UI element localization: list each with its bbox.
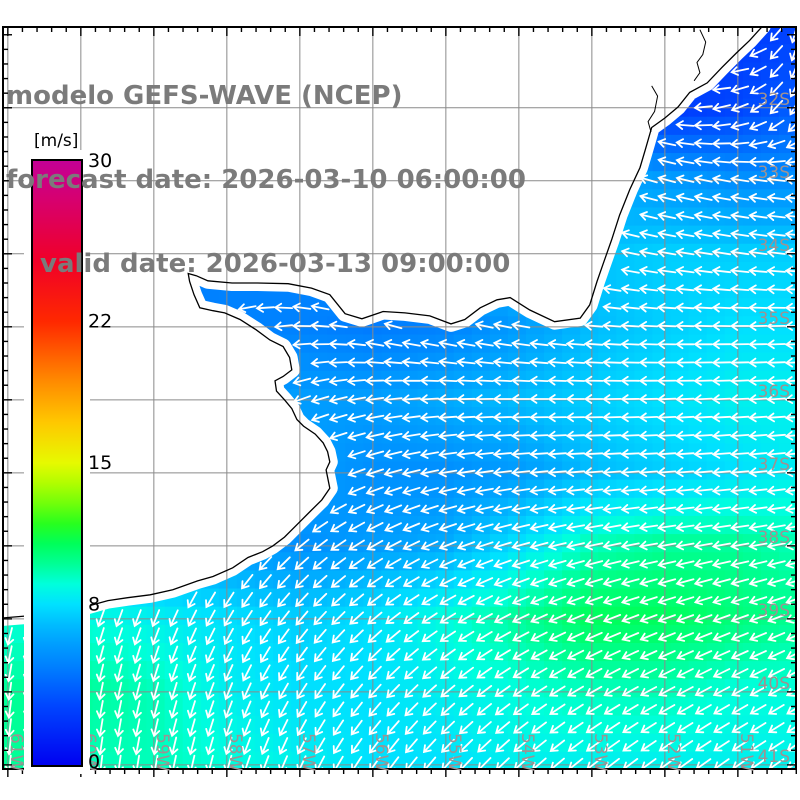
lagoon-outline — [693, 29, 707, 82]
latitude-labels: 32S 33S 34S 35S 36S 37S 38S 39S 40S 41S — [758, 90, 790, 767]
svg-text:54W: 54W — [517, 733, 537, 772]
svg-text:36S: 36S — [758, 382, 790, 402]
svg-text:56W: 56W — [371, 733, 391, 772]
svg-text:52W: 52W — [663, 733, 683, 772]
svg-text:30: 30 — [88, 150, 112, 172]
svg-text:59W: 59W — [152, 733, 172, 772]
svg-text:39S: 39S — [758, 601, 790, 621]
svg-text:8: 8 — [88, 593, 100, 615]
svg-text:58W: 58W — [225, 733, 245, 772]
svg-text:32S: 32S — [758, 90, 790, 110]
svg-text:53W: 53W — [590, 733, 610, 772]
colorbar-gradient — [31, 159, 83, 767]
svg-text:41S: 41S — [758, 747, 790, 767]
svg-text:22: 22 — [88, 311, 112, 333]
colorbar-tick-labels: 30 22 15 8 0 — [88, 150, 112, 773]
svg-text:51W: 51W — [736, 733, 756, 772]
svg-text:0: 0 — [88, 751, 100, 773]
map-frame — [2, 26, 797, 770]
svg-text:38S: 38S — [758, 528, 790, 548]
colorbar-unit: [m/s] — [34, 131, 78, 151]
svg-text:55W: 55W — [444, 733, 464, 772]
svg-text:15: 15 — [88, 452, 112, 474]
svg-text:33S: 33S — [758, 163, 790, 183]
svg-text:37S: 37S — [758, 455, 790, 475]
longitude-labels: 61W60W59W58W57W56W55W54W53W52W51W — [6, 733, 756, 772]
coastline — [2, 26, 764, 619]
svg-text:35S: 35S — [758, 309, 790, 329]
map-layers — [2, 26, 797, 770]
svg-text:57W: 57W — [298, 733, 318, 772]
svg-text:40S: 40S — [758, 674, 790, 694]
svg-text:34S: 34S — [758, 236, 790, 256]
colorbar: 30 22 15 8 0 [m/s] — [24, 131, 112, 774]
frame-ticks — [3, 27, 797, 777]
svg-text:61W: 61W — [6, 733, 26, 772]
graticule — [2, 26, 797, 770]
lagoon-outline — [647, 85, 659, 133]
